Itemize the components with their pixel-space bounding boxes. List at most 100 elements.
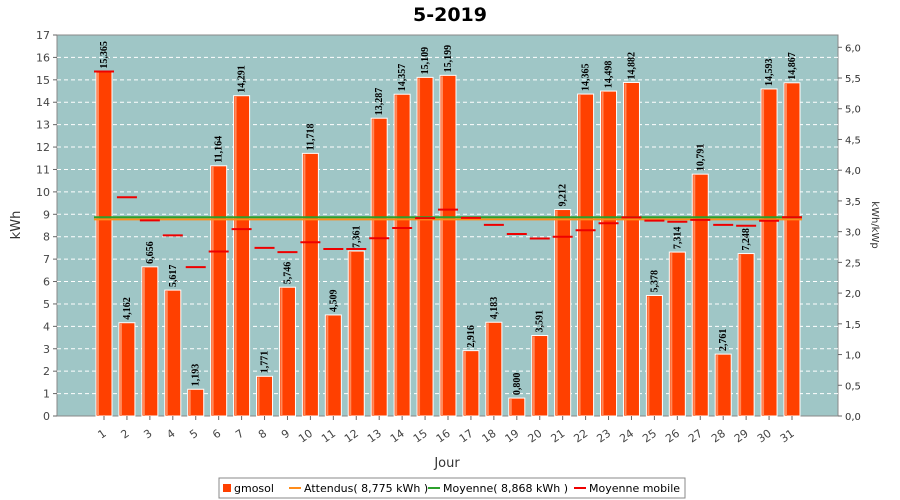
bar-highlight <box>716 355 719 416</box>
data-label: 14,867 <box>787 52 798 80</box>
data-label: 14,593 <box>764 58 775 86</box>
x-tick-label: 23 <box>594 427 613 446</box>
data-label: 4,183 <box>489 297 500 320</box>
data-label: 5,617 <box>168 265 179 288</box>
x-axis-label: Jour <box>433 456 460 471</box>
y2-tick-label: 2,0 <box>845 289 861 300</box>
x-tick-label: 24 <box>617 427 636 446</box>
x-tick-label: 27 <box>686 427 705 446</box>
bar-highlight <box>441 76 443 416</box>
data-label: 14,291 <box>237 65 248 93</box>
x-tick-label: 16 <box>434 427 453 446</box>
bar-highlight <box>509 399 512 416</box>
bar-highlight <box>119 323 122 416</box>
data-label: 4,509 <box>328 289 339 312</box>
moving-average-markers <box>94 70 802 269</box>
y2-tick-label: 4,5 <box>845 135 861 146</box>
x-tick-label: 15 <box>411 427 430 446</box>
x-tick-label: 13 <box>365 427 384 446</box>
bar-highlight <box>395 95 398 417</box>
y-tick-label: 2 <box>43 365 50 378</box>
bar-highlight <box>165 291 168 416</box>
y-tick-label: 16 <box>36 51 50 64</box>
y2-tick-label: 2,5 <box>845 258 861 269</box>
data-label: 9,212 <box>558 184 569 207</box>
x-tick-label: 7 <box>233 427 246 442</box>
bar-highlight <box>670 253 673 416</box>
bar-highlight <box>693 175 696 416</box>
x-tick-label: 2 <box>118 427 131 442</box>
y2-tick-label: 4,0 <box>845 166 861 177</box>
y-tick-label: 0 <box>43 410 50 423</box>
x-tick-label: 29 <box>732 427 751 446</box>
y2-tick-label: 1,0 <box>845 351 861 362</box>
y-tick-label: 4 <box>43 320 50 333</box>
y-tick-label: 7 <box>43 253 50 266</box>
y-tick-label: 8 <box>43 231 50 244</box>
y-tick-label: 9 <box>43 208 50 221</box>
bar-highlight <box>418 78 421 416</box>
y-tick-label: 6 <box>43 276 50 289</box>
bar-highlight <box>785 83 787 416</box>
x-tick-label: 21 <box>548 427 567 446</box>
data-label: 5,378 <box>649 270 660 293</box>
data-label: 15,199 <box>443 45 454 73</box>
x-tick-label: 12 <box>342 427 361 446</box>
legend-entry-label: Attendus( 8,775 kWh ) <box>304 482 428 495</box>
bar-highlight <box>624 83 627 417</box>
y-tick-label: 12 <box>36 141 50 154</box>
y2-tick-label: 0,0 <box>845 412 861 423</box>
data-label: 0,800 <box>512 373 523 396</box>
reference-lines <box>94 216 802 221</box>
data-label: 11,164 <box>214 136 225 163</box>
y2-tick-label: 5,5 <box>845 74 861 85</box>
legend-entry-label: gmosol <box>234 482 274 495</box>
bar-highlight <box>280 288 283 416</box>
data-label: 7,361 <box>351 226 362 249</box>
legend-box <box>218 477 686 499</box>
y-tick-label: 10 <box>36 186 50 199</box>
x-tick-label: 25 <box>640 427 659 446</box>
data-label: 7,314 <box>672 227 683 250</box>
x-tick-label: 9 <box>279 427 292 442</box>
data-label: 13,287 <box>374 88 385 116</box>
bar-highlight <box>234 96 237 416</box>
x-tick-label: 8 <box>256 427 269 442</box>
data-label: 1,771 <box>260 351 271 374</box>
x-tick-label: 10 <box>296 427 315 446</box>
bar-highlight <box>555 210 558 416</box>
bar-highlight <box>188 390 191 416</box>
y-axis-label: kWh <box>9 211 24 240</box>
y2-tick-label: 3,5 <box>845 197 861 208</box>
legend-swatch <box>223 484 231 492</box>
data-label: 14,365 <box>581 64 592 92</box>
data-label: 15,109 <box>420 47 431 75</box>
x-tick-label: 30 <box>755 427 774 446</box>
y2-tick-label: 6,0 <box>845 43 861 54</box>
y-tick-label: 3 <box>43 343 50 356</box>
x-tick-label: 31 <box>778 427 797 446</box>
right-axis: 0,0 0,5 1,0 1,5 2,0 2,5 3,0 3,5 4,0 4,5 5,0 5,5 6,0 <box>838 43 861 423</box>
y2-axis-label: kWh/kWp <box>869 201 880 248</box>
data-label: 2,916 <box>466 325 477 348</box>
bar-highlight <box>372 119 375 417</box>
x-tick-label: 17 <box>457 427 476 446</box>
data-label: 11,718 <box>305 123 316 150</box>
legend-entry-label: Moyenne( 8,868 kWh ) <box>443 482 568 495</box>
x-tick-label: 4 <box>164 427 177 442</box>
bar-highlight <box>142 267 145 416</box>
y-tick-label: 5 <box>43 298 50 311</box>
data-label: 7,248 <box>741 228 752 251</box>
data-label: 3,591 <box>535 310 546 333</box>
data-label: 4,162 <box>122 297 133 320</box>
x-tick-label: 20 <box>526 427 545 446</box>
bar-highlight <box>739 254 742 416</box>
x-axis: 1 2 3 4 5 6 7 8 9 10 11 12 13 14 15 16 17 18 19 20 21 22 23 24 2… <box>96 416 797 445</box>
x-tick-label: 1 <box>96 427 109 442</box>
y2-tick-label: 5,0 <box>845 105 861 116</box>
bar-highlight <box>762 89 765 416</box>
y-tick-label: 15 <box>36 74 50 87</box>
data-label: 1,193 <box>191 364 202 387</box>
x-tick-label: 19 <box>503 427 522 446</box>
